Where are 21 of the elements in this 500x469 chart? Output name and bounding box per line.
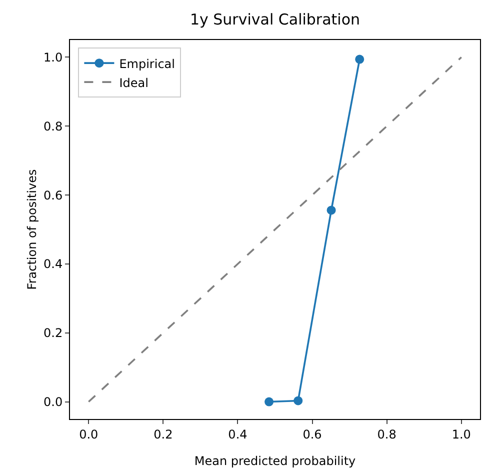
point bbox=[294, 396, 303, 406]
y-tick-label: 0.6 bbox=[44, 188, 63, 202]
point bbox=[326, 206, 336, 215]
x-tick-label: 0.0 bbox=[79, 427, 98, 442]
x-tick-label: 0.6 bbox=[302, 427, 322, 442]
x-tick-label: 1.0 bbox=[452, 427, 471, 442]
y-tick-label: 0.4 bbox=[44, 257, 63, 272]
point bbox=[355, 54, 364, 64]
chart-title: 1y Survival Calibration bbox=[190, 10, 360, 29]
y-tick-label: 0.0 bbox=[44, 394, 63, 409]
legend-label: Ideal bbox=[119, 76, 148, 90]
x-tick-label: 0.2 bbox=[154, 427, 173, 442]
x-tick-label: 0.4 bbox=[228, 427, 248, 442]
y-tick-label: 0.8 bbox=[44, 119, 63, 134]
x-axis-title: Mean predicted probability bbox=[194, 454, 356, 468]
y-axis-title: Fraction of positives bbox=[25, 169, 39, 290]
y-tick-label: 1.0 bbox=[44, 50, 63, 64]
y-tick-label: 0.2 bbox=[44, 326, 63, 340]
point bbox=[264, 397, 274, 406]
legend-label: Empirical bbox=[119, 56, 175, 71]
x-tick-label: 0.8 bbox=[377, 427, 396, 442]
